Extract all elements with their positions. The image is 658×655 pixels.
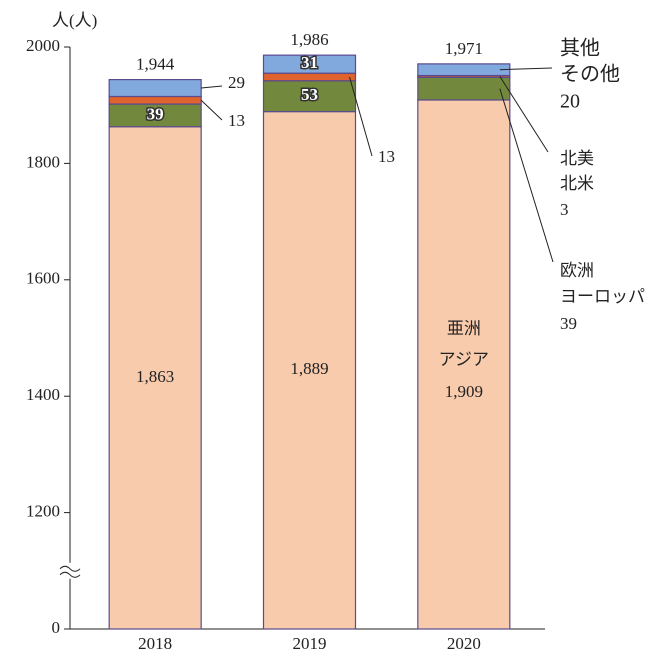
data-label: 39 — [147, 104, 164, 123]
data-label: 3 — [560, 200, 569, 219]
data-label: 13 — [228, 111, 245, 130]
x-tick-label: 2020 — [447, 634, 481, 653]
leader-line — [499, 67, 553, 71]
axis-break-mark — [59, 565, 81, 578]
data-label: 20 — [560, 91, 580, 113]
leader-line — [200, 99, 223, 121]
data-label: 其他 — [560, 37, 600, 60]
bar-segment — [262, 80, 357, 113]
y-tick-label: 0 — [52, 618, 61, 637]
data-label: 欧洲 — [560, 261, 594, 280]
bar-segment — [417, 99, 511, 630]
y-tick-label: 1600 — [26, 269, 60, 288]
data-label: 13 — [378, 147, 395, 166]
data-label: ヨーロッパ — [560, 287, 645, 306]
x-tick-label: 2018 — [138, 634, 172, 653]
y-tick-label: 2000 — [26, 36, 60, 55]
y-tick-label: 1200 — [26, 502, 60, 521]
bar-segment — [108, 95, 202, 105]
bar-segment — [417, 76, 511, 101]
y-tick-label: 1400 — [26, 385, 60, 404]
bar-segment — [417, 63, 511, 77]
total-label: 1,986 — [290, 30, 328, 49]
data-label: 53 — [301, 85, 318, 104]
data-label: 1,889 — [290, 359, 328, 378]
bar-segment — [108, 126, 202, 630]
data-label: 31 — [301, 53, 318, 72]
data-label: 1,863 — [136, 367, 174, 386]
y-axis-label: 人(人) — [52, 11, 97, 30]
y-tick-label: 1800 — [26, 152, 60, 171]
total-label: 1,944 — [136, 54, 175, 73]
bar-segment — [108, 78, 202, 98]
leader-line — [349, 76, 373, 157]
total-label: 1,971 — [445, 39, 483, 58]
leader-line — [499, 88, 554, 263]
data-label: 1,909 — [445, 382, 483, 401]
data-label: その他 — [560, 63, 620, 86]
x-tick-label: 2019 — [293, 634, 327, 653]
leader-line — [201, 85, 223, 89]
leader-line — [499, 76, 549, 153]
data-label: 亜洲 — [447, 319, 481, 338]
data-label: 39 — [560, 314, 577, 333]
data-label: アジア — [439, 350, 489, 369]
bar-segment — [262, 54, 357, 74]
bar-segment — [262, 72, 357, 82]
data-label: 北美 — [560, 149, 594, 168]
data-label: 北米 — [560, 174, 594, 193]
data-label: 29 — [228, 73, 245, 92]
